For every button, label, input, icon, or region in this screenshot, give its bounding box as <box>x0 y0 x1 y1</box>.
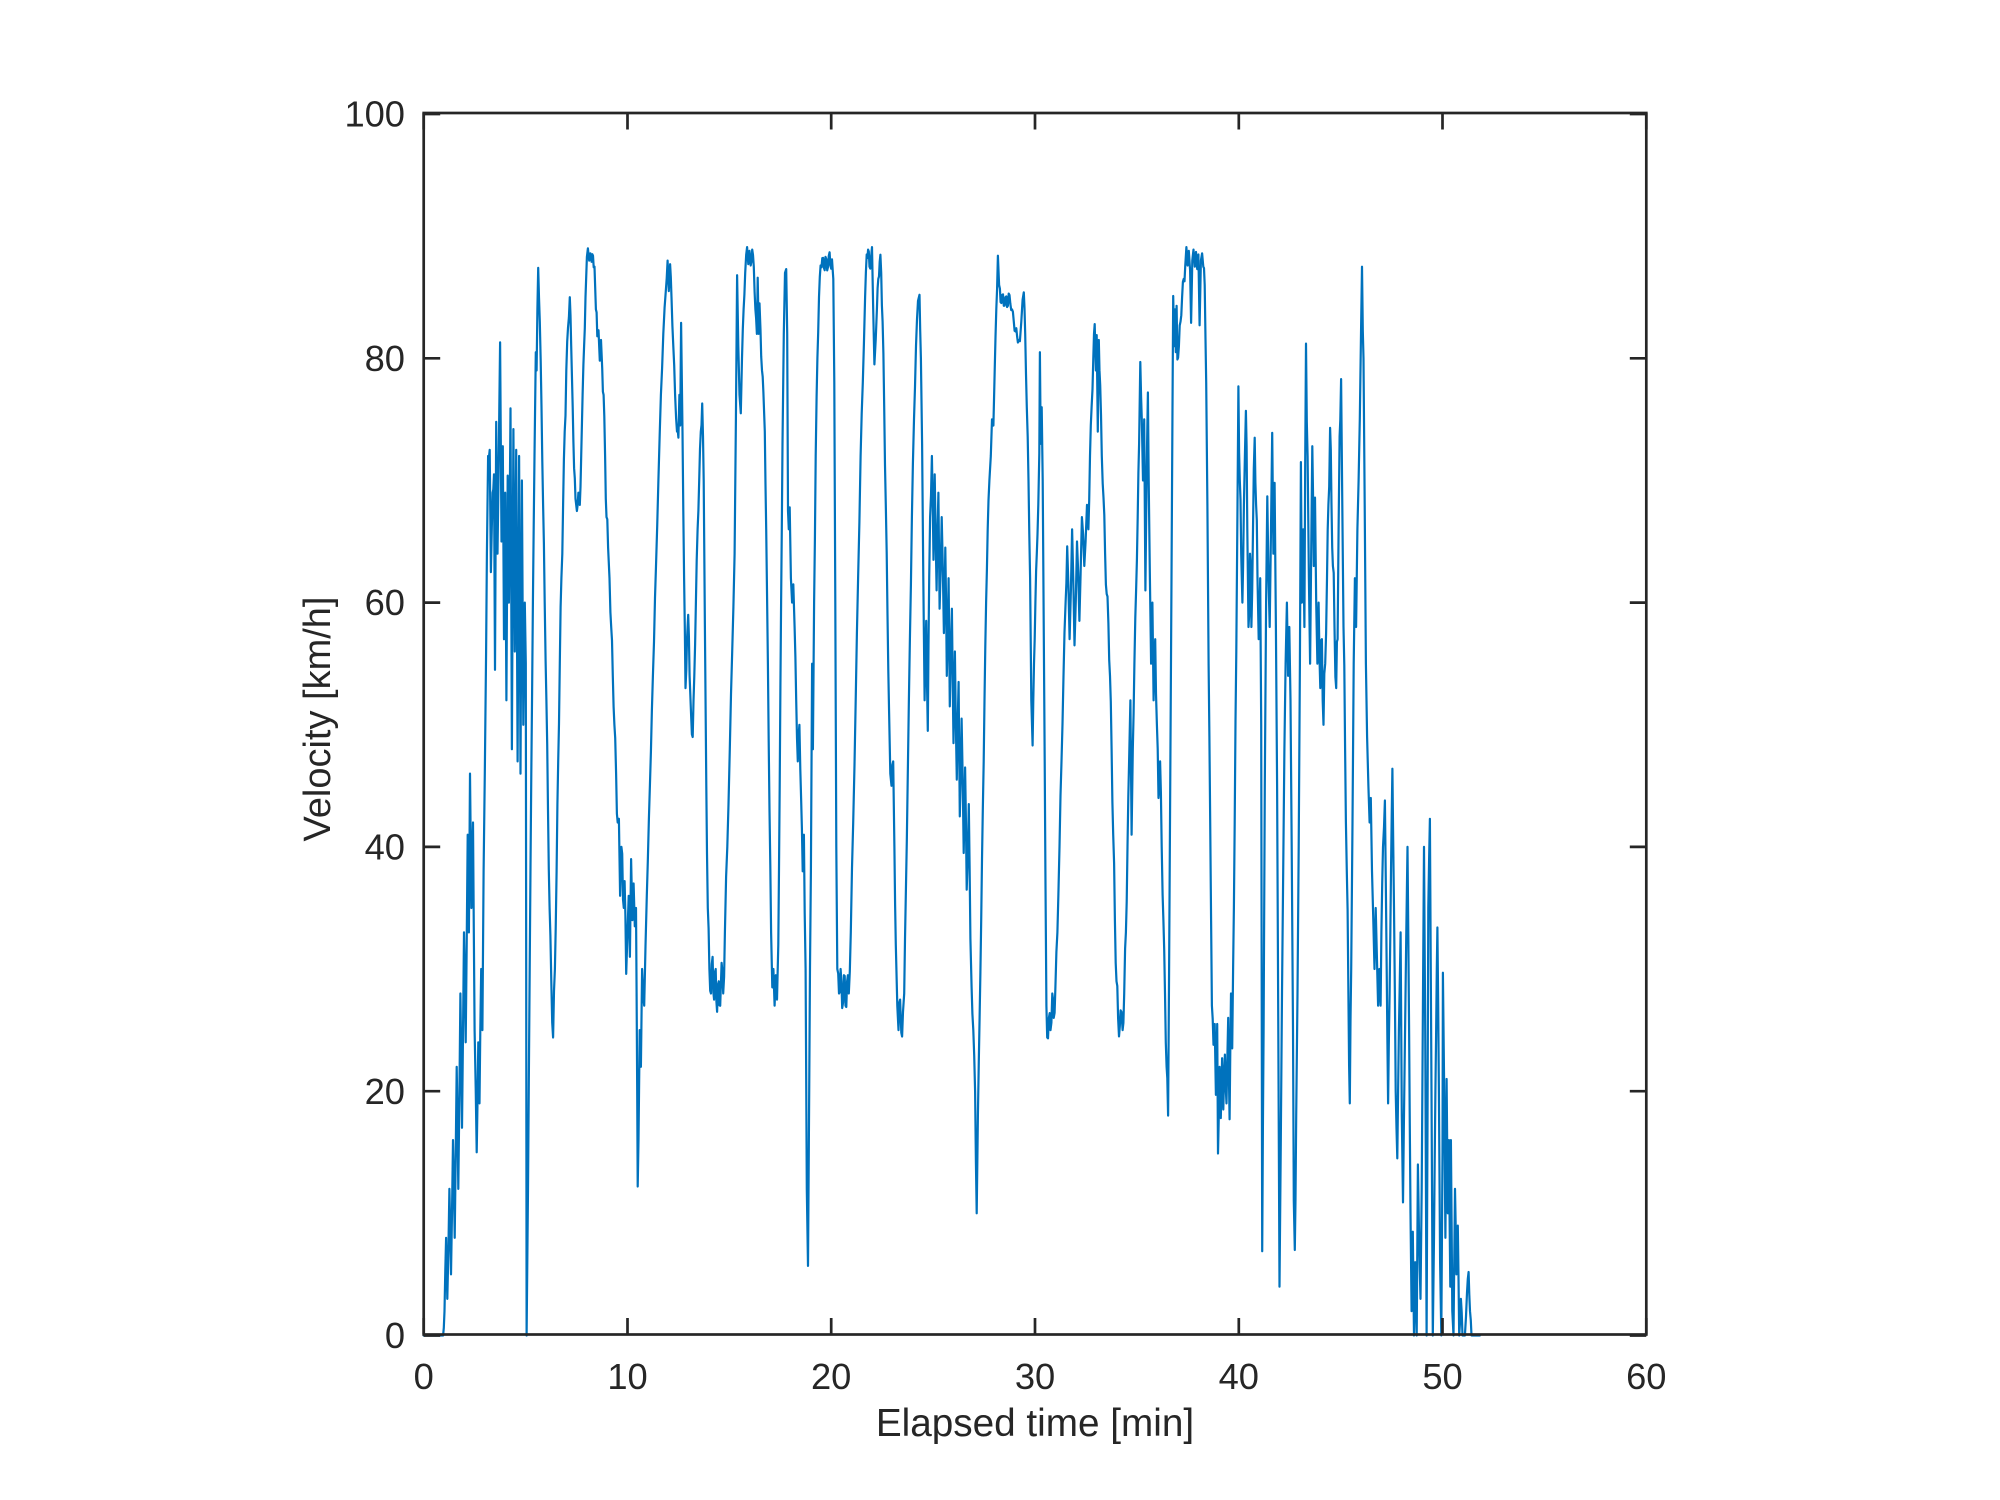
svg-text:80: 80 <box>365 338 405 379</box>
svg-text:60: 60 <box>365 582 405 623</box>
svg-text:40: 40 <box>1219 1356 1259 1397</box>
svg-text:Velocity [km/h]: Velocity [km/h] <box>297 597 339 842</box>
svg-text:20: 20 <box>365 1071 405 1112</box>
svg-text:50: 50 <box>1422 1356 1462 1397</box>
svg-text:40: 40 <box>365 827 405 868</box>
svg-text:0: 0 <box>414 1356 434 1397</box>
svg-text:10: 10 <box>607 1356 647 1397</box>
svg-text:0: 0 <box>385 1315 405 1356</box>
svg-text:30: 30 <box>1015 1356 1055 1397</box>
svg-text:60: 60 <box>1626 1356 1666 1397</box>
svg-text:100: 100 <box>344 94 405 135</box>
svg-text:Elapsed time [min]: Elapsed time [min] <box>876 1402 1194 1445</box>
svg-text:20: 20 <box>811 1356 851 1397</box>
